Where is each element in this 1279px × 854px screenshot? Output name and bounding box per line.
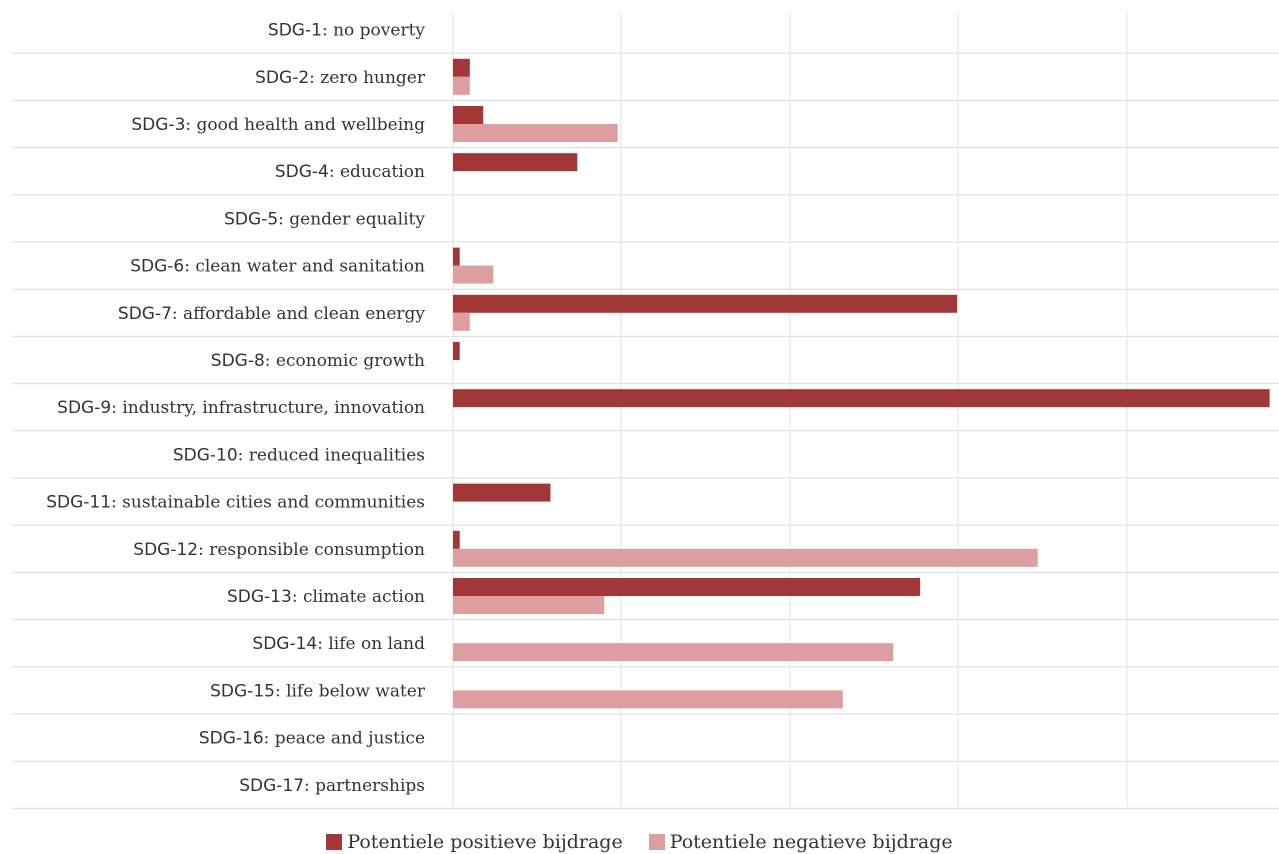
legend-swatch-positive: [326, 834, 343, 850]
category-code: SDG-3: [131, 115, 185, 135]
category-code: SDG-4: [275, 162, 329, 182]
category-name: : no poverty: [322, 21, 425, 41]
bar-positive-sdg-9: [453, 389, 1270, 408]
bar-negative-sdg-6: [453, 265, 494, 284]
category-name: : industry, infrastructure, innovation: [111, 398, 425, 418]
category-code: SDG-14: [252, 634, 317, 654]
legend-item-positive: Potentiele positieve bijdrage: [326, 831, 623, 853]
category-name: : education: [329, 162, 425, 182]
legend-item-negative: Potentiele negatieve bijdrage: [648, 831, 953, 853]
category-code: SDG-17: [239, 776, 304, 796]
category-code: SDG-11: [46, 493, 111, 513]
category-name: : zero hunger: [309, 68, 426, 88]
bar-negative-sdg-13: [453, 596, 605, 614]
category-name: : gender equality: [278, 209, 425, 229]
bar-positive-sdg-6: [453, 247, 460, 266]
category-label: SDG-3: good health and wellbeing: [131, 115, 425, 135]
category-name: : responsible consumption: [198, 540, 425, 560]
category-label: SDG-5: gender equality: [224, 209, 425, 229]
category-name: : economic growth: [265, 351, 425, 371]
bar-negative-sdg-14: [453, 643, 894, 662]
category-label: SDG-11: sustainable cities and communiti…: [46, 493, 425, 513]
category-name: : clean water and sanitation: [184, 257, 425, 277]
bar-negative-sdg-3: [453, 124, 618, 142]
category-code: SDG-8: [211, 351, 265, 371]
category-name: : peace and justice: [264, 729, 425, 749]
category-code: SDG-15: [210, 681, 275, 701]
category-name: : reduced inequalities: [238, 445, 425, 465]
category-code: SDG-12: [133, 540, 198, 560]
bar-negative-sdg-2: [453, 76, 470, 95]
category-label: SDG-9: industry, infrastructure, innovat…: [57, 398, 425, 418]
bar-positive-sdg-4: [453, 153, 578, 172]
category-code: SDG-1: [268, 21, 322, 41]
category-label: SDG-6: clean water and sanitation: [130, 257, 425, 277]
category-code: SDG-5: [224, 209, 278, 229]
bar-negative-sdg-12: [453, 548, 1038, 567]
bar-negative-sdg-7: [453, 312, 470, 331]
legend-label-positive: Potentiele positieve bijdrage: [347, 831, 623, 853]
bar-positive-sdg-11: [453, 483, 551, 502]
category-label: SDG-1: no poverty: [268, 21, 425, 41]
legend-swatch-negative: [648, 834, 665, 850]
bar-positive-sdg-8: [453, 342, 460, 360]
bar-positive-sdg-3: [453, 106, 484, 124]
bar-positive-sdg-13: [453, 578, 921, 596]
bar-positive-sdg-7: [453, 294, 958, 313]
category-code: SDG-6: [130, 257, 184, 277]
legend-label-negative: Potentiele negatieve bijdrage: [669, 831, 953, 853]
category-name: : sustainable cities and communities: [111, 493, 425, 513]
category-name: : life on land: [317, 634, 425, 654]
category-label: SDG-2: zero hunger: [255, 68, 426, 88]
bar-positive-sdg-12: [453, 530, 460, 549]
category-name: : life below water: [275, 681, 426, 701]
category-label: SDG-16: peace and justice: [199, 729, 425, 749]
category-label: SDG-12: responsible consumption: [133, 540, 425, 560]
category-label: SDG-8: economic growth: [211, 351, 425, 371]
legend: Potentiele positieve bijdrage Potentiele…: [0, 830, 1279, 854]
bar-negative-sdg-15: [453, 690, 843, 709]
category-code: SDG-2: [255, 68, 309, 88]
category-label: SDG-17: partnerships: [239, 776, 425, 796]
category-label: SDG-15: life below water: [210, 681, 426, 701]
category-name: : good health and wellbeing: [185, 115, 425, 135]
category-name: : partnerships: [304, 776, 425, 796]
category-label: SDG-10: reduced inequalities: [173, 445, 425, 465]
category-code: SDG-16: [199, 729, 264, 749]
category-label: SDG-14: life on land: [252, 634, 425, 654]
category-code: SDG-10: [173, 445, 238, 465]
category-code: SDG-13: [227, 587, 292, 607]
category-label: SDG-13: climate action: [227, 587, 425, 607]
category-name: : affordable and clean energy: [172, 304, 425, 324]
category-code: SDG-7: [118, 304, 172, 324]
category-label: SDG-4: education: [275, 162, 425, 182]
category-code: SDG-9: [57, 398, 111, 418]
bar-positive-sdg-2: [453, 58, 470, 77]
category-label: SDG-7: affordable and clean energy: [118, 304, 425, 324]
sdg-bar-chart: SDG-1: no poverty SDG-2: zero hunger SDG-3…: [12, 12, 1279, 809]
category-name: : climate action: [292, 587, 425, 607]
